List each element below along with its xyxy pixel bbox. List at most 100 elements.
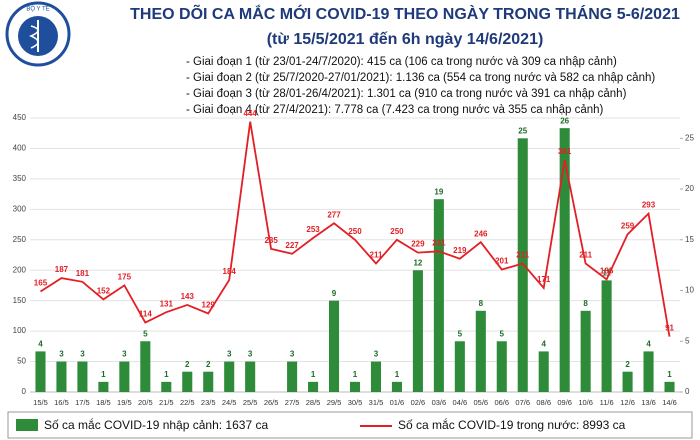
bar (622, 371, 633, 392)
line-value-label: 129 (202, 301, 216, 310)
x-tick-label: 26/5 (264, 398, 279, 407)
bar-value-label: 12 (413, 258, 422, 267)
legend-box (7, 411, 693, 439)
bar (119, 361, 130, 392)
x-tick-label: 04/6 (453, 398, 468, 407)
bar-value-label: 2 (185, 360, 190, 369)
x-tick-label: 29/5 (327, 398, 342, 407)
line-value-label: 231 (432, 238, 446, 247)
x-tick-label: 03/6 (432, 398, 447, 407)
line-value-label: 219 (453, 246, 467, 255)
x-tick-label: 13/6 (641, 398, 656, 407)
bar-value-label: 8 (479, 299, 484, 308)
bar-value-label: 2 (625, 360, 630, 369)
bar-value-label: 19 (434, 187, 443, 196)
x-tick-label: 17/5 (75, 398, 90, 407)
y-tick-label: 250 (13, 235, 27, 244)
bar-value-label: 1 (667, 370, 672, 379)
logo-text: BỘ Y TẾ (26, 6, 49, 13)
line-value-label: 211 (516, 251, 529, 260)
y2-tick-label: 25 (685, 133, 694, 142)
bar (98, 381, 109, 392)
annotation: - Giai đoạn 2 (từ 25/7/2020-27/01/2021):… (186, 72, 655, 84)
x-tick-label: 21/5 (159, 398, 174, 407)
bar (77, 361, 88, 392)
x-tick-label: 18/5 (96, 398, 111, 407)
bar (475, 310, 486, 392)
line-value-label: 246 (474, 229, 488, 238)
y-tick-label: 400 (13, 144, 27, 153)
x-tick-label: 06/6 (494, 398, 509, 407)
bar-value-label: 1 (164, 370, 169, 379)
line-value-label: 171 (537, 275, 551, 284)
x-tick-label: 05/6 (474, 398, 489, 407)
y-tick-label: 300 (13, 204, 27, 213)
line-value-label: 250 (348, 227, 362, 236)
line-value-label: 143 (181, 292, 195, 301)
y2-tick-label: 0 (685, 387, 690, 396)
bar (391, 381, 402, 392)
bar-value-label: 5 (500, 329, 505, 338)
y-tick-label: 50 (17, 357, 26, 366)
line-value-label: 211 (579, 251, 592, 260)
x-tick-label: 15/5 (33, 398, 48, 407)
chart-subtitle: (từ 15/5/2021 đến 6h ngày 14/6/2021) (267, 31, 544, 48)
line-value-label: 253 (306, 225, 320, 234)
x-tick-label: 27/5 (285, 398, 300, 407)
line-value-label: 201 (495, 257, 509, 266)
bar (580, 310, 591, 392)
line-value-label: 250 (390, 227, 404, 236)
x-tick-label: 14/6 (662, 398, 677, 407)
bar-value-label: 1 (311, 370, 316, 379)
legend-swatch (16, 419, 38, 431)
x-tick-label: 23/5 (201, 398, 216, 407)
line-value-label: 381 (558, 147, 572, 156)
bar (308, 381, 319, 392)
y-tick-label: 0 (22, 387, 27, 396)
bar-value-label: 4 (38, 340, 43, 349)
line-value-label: 229 (411, 240, 425, 249)
line (40, 121, 671, 337)
bar (454, 341, 465, 392)
x-tick-label: 07/6 (515, 398, 530, 407)
bar-value-label: 3 (248, 350, 253, 359)
logo: BỘ Y TẾ (5, 1, 71, 67)
bar (370, 361, 381, 392)
x-tick-label: 24/5 (222, 398, 237, 407)
bar (56, 361, 67, 392)
bar-value-label: 3 (59, 350, 64, 359)
bar-value-label: 11 (602, 268, 611, 277)
bar-value-label: 8 (583, 299, 588, 308)
y2-tick-label: 5 (685, 336, 690, 345)
bar-value-label: 3 (290, 350, 295, 359)
x-tick-label: 22/5 (180, 398, 195, 407)
bar (664, 381, 675, 392)
x-tick-label: 10/6 (578, 398, 593, 407)
annotation: - Giai đoạn 4 (từ 27/4/2021): 7.778 ca (… (186, 104, 604, 116)
line-value-label: 181 (76, 269, 90, 278)
chart-title: THEO DÕI CA MẮC MỚI COVID-19 THEO NGÀY T… (130, 3, 680, 23)
bar (433, 199, 444, 392)
y2-tick-label: 20 (685, 184, 694, 193)
annotation: - Giai đoạn 1 (từ 23/01-24/7/2020): 415 … (186, 56, 617, 68)
x-tick-label: 11/6 (600, 398, 614, 407)
bar-value-label: 3 (374, 350, 379, 359)
x-tick-label: 01/6 (390, 398, 405, 407)
x-tick-label: 16/5 (54, 398, 69, 407)
bar (35, 351, 46, 392)
x-tick-label: 12/6 (620, 398, 635, 407)
line-value-label: 235 (264, 236, 278, 245)
x-tick-label: 19/5 (117, 398, 132, 407)
line-value-label: 259 (621, 221, 635, 230)
bar (349, 381, 361, 392)
x-tick-label: 02/6 (411, 398, 426, 407)
x-tick-label: 31/5 (369, 398, 384, 407)
x-tick-label: 08/6 (536, 398, 551, 407)
bar-value-label: 9 (332, 289, 337, 298)
bar (182, 371, 193, 392)
bar (538, 351, 549, 392)
line-value-label: 227 (285, 241, 299, 250)
bar (517, 138, 528, 392)
bar-value-label: 3 (227, 350, 232, 359)
bar-value-label: 25 (518, 126, 527, 135)
